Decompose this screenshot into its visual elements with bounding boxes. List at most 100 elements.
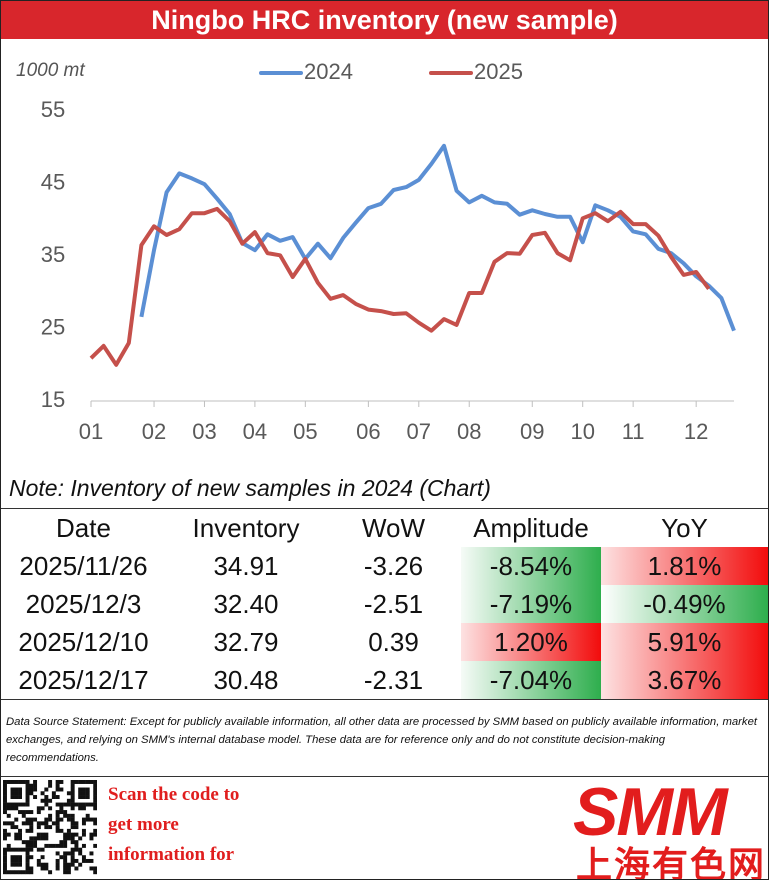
qr-module bbox=[36, 836, 41, 841]
x-tick-label: 09 bbox=[520, 419, 544, 444]
qr-module bbox=[85, 813, 90, 818]
qr-module bbox=[18, 858, 22, 863]
cell: 2025/12/3 bbox=[25, 588, 142, 619]
qr-module bbox=[21, 813, 26, 818]
x-tick-label: 03 bbox=[192, 419, 216, 444]
cell: 32.79 bbox=[213, 626, 279, 657]
qr-module bbox=[6, 847, 11, 852]
qr-module bbox=[18, 795, 22, 799]
qr-module bbox=[70, 858, 75, 863]
qr-module bbox=[18, 862, 22, 867]
qr-module bbox=[21, 802, 26, 807]
qr-module bbox=[74, 821, 79, 826]
x-tick-label: 12 bbox=[684, 419, 708, 444]
qr-module bbox=[40, 866, 45, 871]
qr-module bbox=[59, 780, 64, 784]
qr-module bbox=[55, 821, 60, 826]
qr-module bbox=[40, 855, 45, 860]
qr-module bbox=[63, 858, 68, 863]
x-tick-label: 10 bbox=[570, 419, 594, 444]
qr-module bbox=[63, 813, 68, 818]
qr-module bbox=[10, 858, 15, 863]
qr-module bbox=[21, 847, 26, 852]
qr-module bbox=[40, 836, 45, 841]
qr-module bbox=[70, 855, 75, 860]
qr-module bbox=[85, 802, 90, 807]
qr-module bbox=[81, 858, 86, 863]
qr-module bbox=[85, 795, 90, 799]
qr-module bbox=[29, 855, 34, 860]
qr-module bbox=[59, 810, 64, 815]
qr-module bbox=[25, 847, 30, 852]
qr-module bbox=[74, 843, 79, 848]
qr-module bbox=[74, 847, 79, 852]
qr-module bbox=[48, 817, 53, 822]
qr-module bbox=[40, 832, 45, 837]
qr-module bbox=[55, 810, 60, 815]
qr-module bbox=[55, 825, 60, 830]
qr-module bbox=[36, 825, 41, 830]
qr-module bbox=[14, 858, 19, 863]
cell: 1.81% bbox=[601, 547, 768, 585]
data-table: Date Inventory WoW Amplitude YoY 2025/11… bbox=[1, 508, 768, 700]
qr-module bbox=[78, 795, 83, 799]
qr-module bbox=[10, 791, 15, 796]
qr-module bbox=[25, 866, 30, 871]
x-tick-label: 01 bbox=[79, 419, 103, 444]
qr-module bbox=[25, 840, 30, 845]
qr-module bbox=[93, 783, 97, 788]
qr-module bbox=[40, 847, 45, 852]
qr-module bbox=[6, 870, 11, 875]
qr-module bbox=[14, 817, 19, 822]
qr-module bbox=[6, 802, 11, 807]
qr-module bbox=[3, 866, 7, 871]
qr-module bbox=[93, 843, 97, 848]
qr-module bbox=[63, 851, 68, 856]
qr-module bbox=[48, 806, 53, 811]
qr-module bbox=[66, 832, 71, 837]
qr-module bbox=[81, 843, 86, 848]
qr-module bbox=[55, 783, 60, 788]
qr-module bbox=[93, 780, 97, 784]
qr-module bbox=[70, 825, 75, 830]
qr-module bbox=[70, 795, 75, 799]
qr-module bbox=[10, 847, 15, 852]
qr-module bbox=[78, 851, 83, 856]
qr-module bbox=[33, 843, 38, 848]
cell: -7.04% bbox=[461, 661, 601, 700]
qr-module bbox=[63, 862, 68, 867]
qr-module bbox=[85, 858, 90, 863]
qr-module bbox=[14, 870, 19, 875]
qr-module bbox=[81, 828, 86, 833]
qr-module bbox=[3, 791, 7, 796]
qr-module bbox=[18, 847, 22, 852]
column-header: Date bbox=[56, 512, 111, 543]
qr-module bbox=[66, 851, 71, 856]
y-tick-label: 55 bbox=[41, 97, 65, 122]
qr-module bbox=[33, 817, 38, 822]
qr-module bbox=[36, 806, 41, 811]
qr-module bbox=[74, 832, 79, 837]
qr-module bbox=[59, 855, 64, 860]
qr-module bbox=[59, 817, 64, 822]
qr-module bbox=[14, 787, 19, 792]
qr-module bbox=[25, 855, 30, 860]
column-header: WoW bbox=[361, 512, 426, 543]
qr-module bbox=[70, 806, 75, 811]
qr-module bbox=[89, 851, 94, 856]
qr-module bbox=[18, 787, 22, 792]
cell: -8.54% bbox=[461, 547, 601, 585]
qr-module bbox=[81, 855, 86, 860]
y-axis-label: 1000 mt bbox=[16, 60, 85, 81]
qr-module bbox=[18, 810, 22, 815]
qr-module bbox=[93, 866, 97, 871]
qr-module bbox=[44, 825, 49, 830]
qr-module bbox=[59, 787, 64, 792]
qr-module bbox=[29, 783, 34, 788]
qr-module bbox=[36, 858, 41, 863]
qr-module bbox=[48, 870, 53, 875]
qr-module bbox=[25, 843, 30, 848]
qr-module bbox=[78, 791, 83, 796]
qr-module bbox=[6, 813, 11, 818]
y-tick-label: 15 bbox=[41, 387, 65, 412]
